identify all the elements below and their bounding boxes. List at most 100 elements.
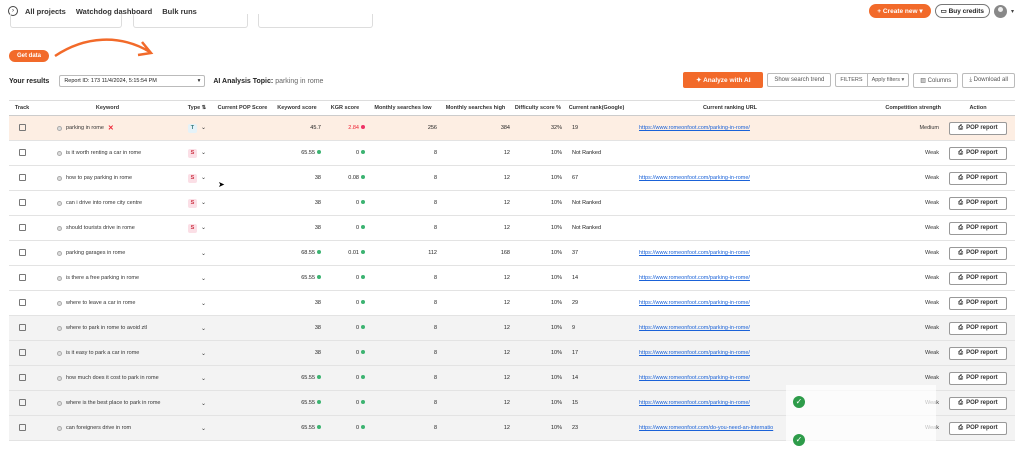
col-header-monthly-high[interactable]: Monthly searches high [439, 100, 512, 116]
pop-report-button[interactable]: ⎙ POP report [949, 396, 1007, 410]
current-rank: 14 [572, 275, 579, 281]
col-header-pop-score[interactable]: Current POP Score [214, 100, 271, 116]
track-checkbox[interactable] [18, 348, 26, 356]
col-header-keyword[interactable]: Keyword [35, 100, 180, 116]
ranking-url-link[interactable]: https://www.romeonfoot.com/parking-in-ro… [639, 125, 750, 131]
track-checkbox[interactable] [18, 248, 26, 256]
ranking-url-link[interactable]: https://www.romeonfoot.com/do-you-need-a… [639, 425, 774, 431]
pop-report-button[interactable]: ⎙ POP report [949, 346, 1007, 360]
chevron-down-icon[interactable]: ⌄ [200, 124, 207, 131]
pop-report-button[interactable]: ⎙ POP report [949, 146, 1007, 160]
track-checkbox[interactable] [18, 223, 26, 231]
ranking-url-link[interactable]: https://www.romeonfoot.com/parking-in-ro… [639, 375, 750, 381]
chevron-down-icon[interactable]: ⌄ [200, 375, 207, 382]
kgr-dot-icon [361, 375, 365, 379]
report-select-value: Report ID: 173 11/4/2024, 5:15:54 PM [64, 78, 157, 84]
col-header-type[interactable]: Type ⇅ [180, 100, 214, 116]
pop-report-button[interactable]: ⎙ POP report [949, 121, 1007, 135]
download-all-button[interactable]: ⤓ Download all [962, 72, 1015, 88]
ranking-url-link[interactable]: https://www.romeonfoot.com/parking-in-ro… [639, 175, 750, 181]
filters-control[interactable]: FILTERS Apply filters ▾ [835, 73, 910, 87]
pop-report-button[interactable]: ⎙ POP report [949, 171, 1007, 185]
columns-button[interactable]: ▥ Columns [913, 72, 959, 88]
ranking-url-link[interactable]: https://www.romeonfoot.com/parking-in-ro… [639, 250, 750, 256]
ranking-url-link[interactable]: https://www.romeonfoot.com/parking-in-ro… [639, 275, 750, 281]
filter-field-3[interactable] [258, 14, 373, 28]
chevron-down-icon[interactable]: ⌄ [200, 224, 207, 231]
col-header-track[interactable]: Track [9, 100, 35, 116]
table-row[interactable]: parking garages in rome ⌄ 68.55 0.01 112 168 1… [9, 241, 1015, 266]
pop-report-button[interactable]: ⎙ POP report [949, 196, 1007, 210]
show-search-trend-button[interactable]: Show search trend [767, 73, 832, 87]
pop-score-cell [214, 116, 271, 141]
track-checkbox[interactable] [18, 123, 26, 131]
ranking-url-link[interactable]: https://www.romeonfoot.com/parking-in-ro… [639, 300, 750, 306]
filter-field-1[interactable] [10, 14, 122, 28]
chevron-down-icon[interactable]: ⌄ [200, 325, 207, 332]
track-checkbox[interactable] [18, 423, 26, 431]
chevron-down-icon[interactable]: ⌄ [200, 350, 207, 357]
expand-icon[interactable]: › [8, 6, 18, 16]
table-row[interactable]: where to park in rome to avoid ztl ⌄ 38 0 8 1… [9, 315, 1015, 341]
buy-credits-button[interactable]: ▭ Buy credits [934, 4, 990, 18]
track-checkbox[interactable] [18, 148, 26, 156]
filter-field-2[interactable] [133, 14, 248, 28]
col-header-current-rank[interactable]: Current rank(Google) [564, 100, 629, 116]
col-header-difficulty[interactable]: Difficulty score % [512, 100, 564, 116]
pop-report-button[interactable]: ⎙ POP report [949, 296, 1007, 310]
table-row[interactable]: where to leave a car in rome ⌄ 38 0 8 12 10% 29… [9, 291, 1015, 316]
pop-report-button[interactable]: ⎙ POP report [949, 421, 1007, 435]
pop-report-button[interactable]: ⎙ POP report [949, 321, 1007, 335]
col-header-ranking-url[interactable]: Current ranking URL [629, 100, 831, 116]
get-data-button[interactable]: Get data [9, 50, 50, 62]
pop-report-label: POP report [966, 325, 998, 331]
chevron-down-icon[interactable]: ⌄ [200, 149, 207, 156]
ranking-url-link[interactable]: https://www.romeonfoot.com/parking-in-ro… [639, 325, 750, 331]
track-checkbox[interactable] [18, 198, 26, 206]
col-header-monthly-low[interactable]: Monthly searches low [367, 100, 439, 116]
keyword-text: how to pay parking in rome [66, 175, 133, 181]
keyword-cell: is there a free parking in rome [37, 275, 178, 281]
chevron-down-icon[interactable]: ⌄ [200, 300, 207, 307]
nav-all-projects[interactable]: All projects [25, 6, 66, 16]
track-checkbox[interactable] [18, 273, 26, 281]
sort-icon[interactable]: ⇅ [201, 105, 207, 111]
nav-watchdog-dashboard[interactable]: Watchdog dashboard [75, 6, 153, 16]
table-row[interactable]: is it easy to park a car in rome ⌄ 38 0 8 12 1… [9, 340, 1015, 366]
chevron-down-icon[interactable]: ⌄ [200, 425, 207, 432]
ranking-url-link[interactable]: https://www.romeonfoot.com/parking-in-ro… [639, 400, 750, 406]
table-row[interactable]: is it worth renting a car in rome S ⌄ 65.55… [9, 141, 1015, 166]
remove-icon[interactable]: ✕ [107, 125, 114, 132]
pop-report-button[interactable]: ⎙ POP report [949, 246, 1007, 260]
ranking-url-link[interactable]: https://www.romeonfoot.com/parking-in-ro… [639, 350, 750, 356]
table-row[interactable]: how to pay parking in rome S ⌄ 38 0.08 8 12 10%… [9, 166, 1015, 191]
track-checkbox[interactable] [18, 398, 26, 406]
keyword-status-icon [57, 425, 62, 431]
chevron-down-icon[interactable]: ⌄ [200, 199, 207, 206]
chevron-down-icon[interactable]: ⌄ [200, 174, 207, 181]
chevron-down-icon[interactable]: ▾ [1010, 8, 1014, 15]
pop-report-button[interactable]: ⎙ POP report [949, 221, 1007, 235]
apply-filters-dropdown[interactable]: Apply filters ▾ [871, 77, 905, 83]
chevron-down-icon[interactable]: ⌄ [200, 275, 207, 282]
chevron-down-icon[interactable]: ⌄ [200, 250, 207, 257]
col-header-competition[interactable]: Competition strength [831, 100, 941, 116]
chevron-down-icon[interactable]: ⌄ [200, 400, 207, 407]
table-row[interactable]: is there a free parking in rome ⌄ 65.55 0 8 1… [9, 266, 1015, 291]
track-checkbox[interactable] [18, 173, 26, 181]
col-header-keyword-score[interactable]: Keyword score [271, 100, 323, 116]
track-checkbox[interactable] [18, 373, 26, 381]
avatar[interactable] [993, 4, 1007, 18]
analyze-with-ai-button[interactable]: ✦ Analyze with AI [683, 72, 764, 88]
create-new-button[interactable]: + Create new ▾ [869, 4, 931, 18]
report-select[interactable]: Report ID: 173 11/4/2024, 5:15:54 PM ▾ [59, 75, 206, 87]
table-row[interactable]: parking in rome ✕ T ⌄ 45.7 2.84 256 384 32% 19 htt… [9, 115, 1015, 141]
pop-report-button[interactable]: ⎙ POP report [949, 271, 1007, 285]
pop-report-button[interactable]: ⎙ POP report [949, 371, 1007, 385]
table-row[interactable]: should tourists drive in rome S ⌄ 38 0 8 12 10%… [9, 216, 1015, 241]
nav-bulk-runs[interactable]: Bulk runs [162, 6, 197, 16]
track-checkbox[interactable] [18, 298, 26, 306]
table-row[interactable]: can i drive into rome city centre S ⌄ 38 0 8 1… [9, 191, 1015, 216]
col-header-kgr-score[interactable]: KGR score [323, 100, 367, 116]
track-checkbox[interactable] [18, 323, 26, 331]
